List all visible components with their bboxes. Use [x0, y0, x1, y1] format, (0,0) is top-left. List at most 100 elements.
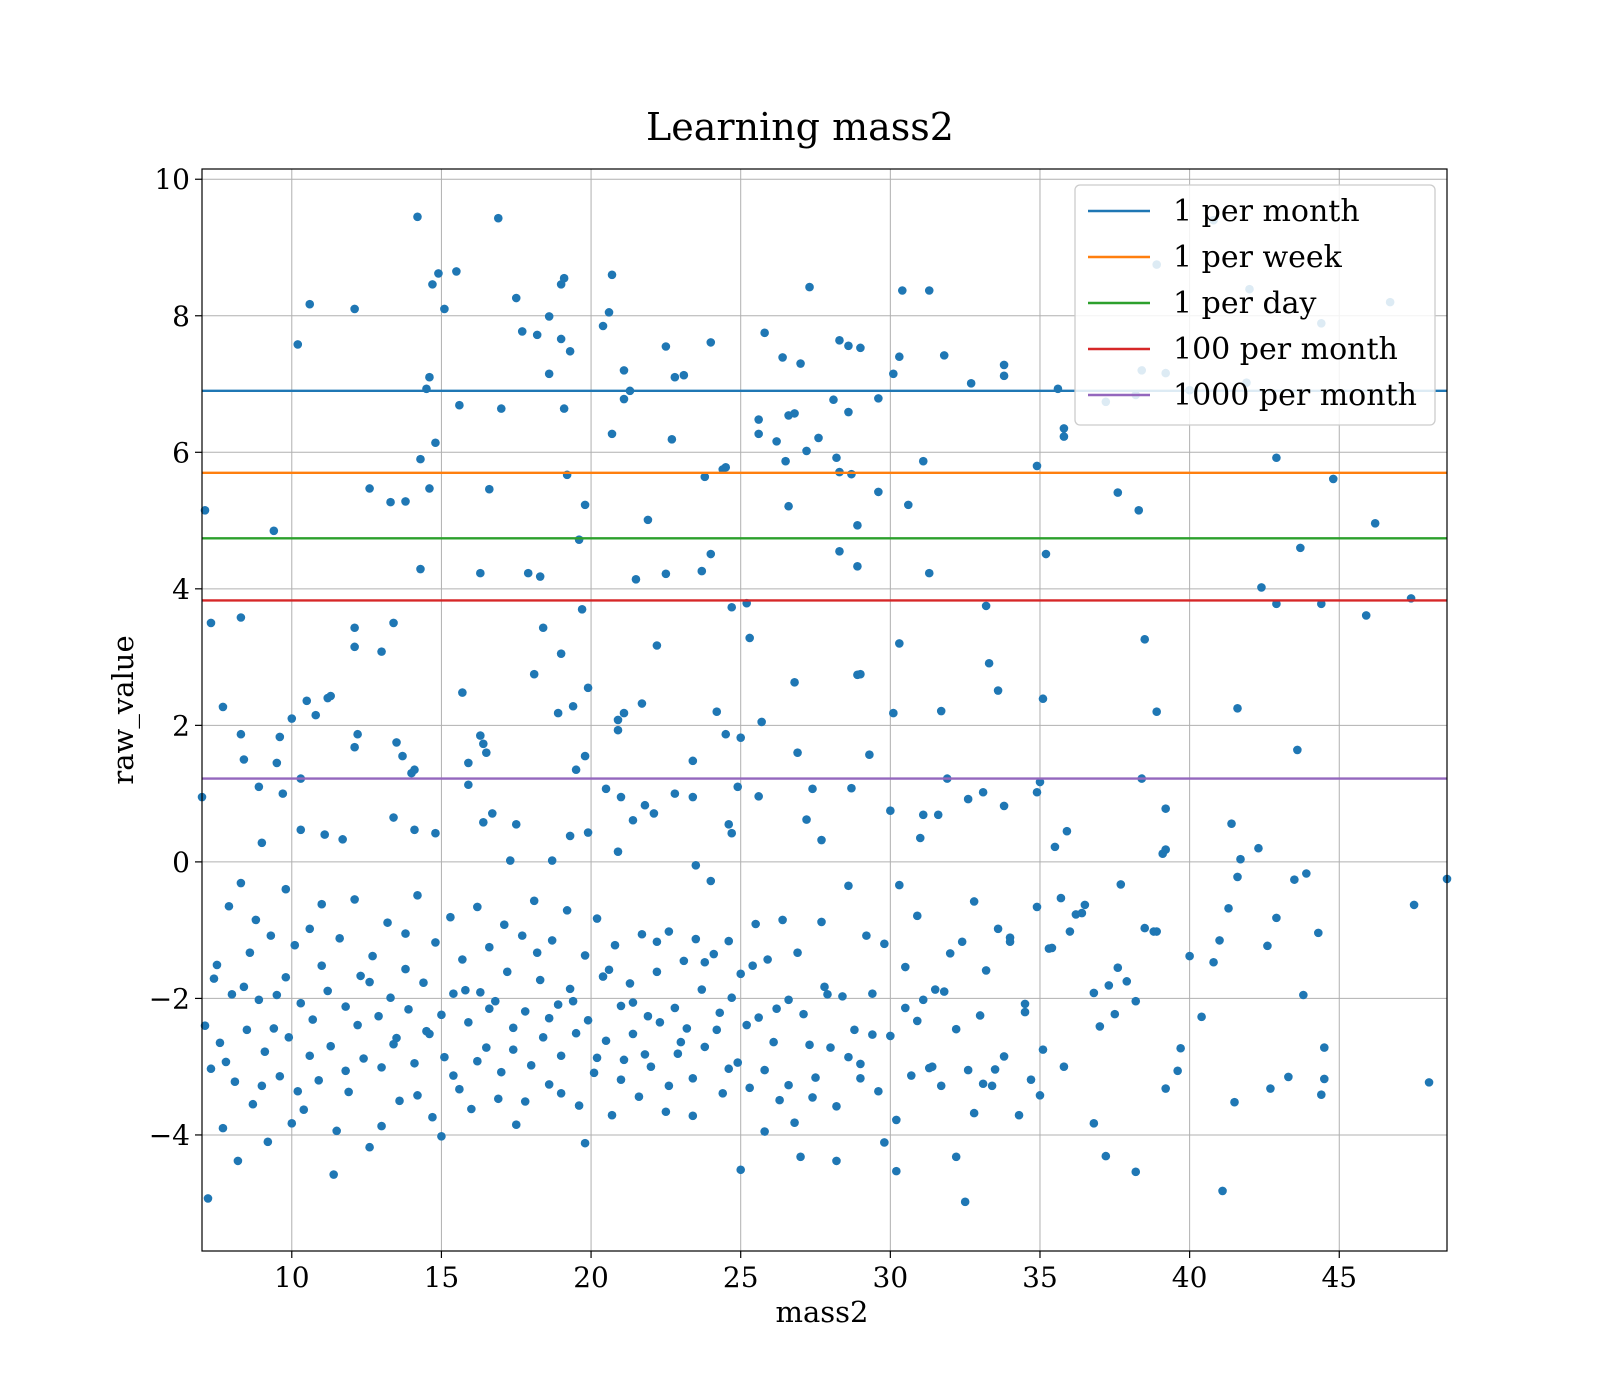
data-point [1032, 787, 1042, 797]
data-point [634, 1092, 644, 1102]
data-point [398, 751, 407, 761]
data-point [607, 429, 617, 439]
grid-lines [202, 169, 1447, 1251]
data-point [715, 1008, 725, 1018]
data-point [918, 456, 928, 466]
data-point [580, 1138, 590, 1148]
data-point [257, 838, 267, 848]
data-point [365, 977, 374, 987]
data-point [865, 750, 874, 760]
data-point [706, 338, 716, 347]
data-point [1059, 1062, 1069, 1071]
data-point [688, 792, 698, 802]
data-point [652, 641, 662, 650]
data-point [520, 1097, 530, 1106]
data-point [218, 702, 228, 712]
data-point [473, 902, 482, 912]
data-point [835, 546, 844, 556]
data-point [428, 1112, 437, 1122]
data-point [1020, 999, 1030, 1009]
data-point [790, 409, 799, 418]
data-point [464, 780, 473, 790]
data-point [254, 995, 264, 1005]
data-point [482, 748, 491, 757]
data-point [856, 1059, 865, 1069]
data-point [975, 1011, 985, 1020]
data-point [374, 1011, 383, 1021]
data-point [748, 961, 757, 970]
data-point [823, 990, 832, 999]
data-point [233, 1156, 243, 1166]
data-point [299, 1105, 309, 1114]
data-point [688, 1111, 698, 1121]
data-point [479, 817, 488, 827]
data-point [784, 501, 793, 511]
data-point [601, 784, 611, 794]
data-point [655, 1018, 665, 1027]
data-point [727, 828, 737, 838]
data-point [724, 820, 734, 829]
data-point [341, 1066, 350, 1076]
data-point [999, 1052, 1009, 1061]
data-point [1059, 424, 1069, 433]
data-point [643, 515, 653, 525]
data-point [682, 1024, 692, 1033]
data-point [458, 688, 467, 697]
data-point [676, 1037, 686, 1047]
x-tick-label: 40 [1172, 1261, 1208, 1294]
data-point [236, 878, 246, 888]
data-point [847, 469, 856, 479]
data-point [461, 985, 470, 995]
data-point [547, 936, 557, 945]
data-point [999, 360, 1009, 370]
data-point [254, 782, 264, 792]
data-point [1152, 707, 1161, 717]
data-point [505, 856, 515, 865]
data-point [640, 1050, 650, 1059]
data-point [903, 500, 913, 510]
data-point [356, 971, 365, 981]
data-point [811, 1073, 820, 1082]
data-point [993, 924, 1003, 934]
data-point [760, 328, 769, 338]
data-point [571, 765, 581, 775]
data-point [754, 1013, 763, 1022]
y-tick-label: −2 [149, 982, 190, 1015]
data-point [377, 1121, 386, 1131]
data-point [969, 897, 979, 906]
data-point [856, 669, 865, 679]
data-point [936, 706, 946, 716]
data-point [808, 784, 817, 794]
data-point [625, 979, 635, 988]
data-point [535, 975, 545, 985]
data-point [473, 1056, 482, 1066]
data-point [670, 789, 680, 798]
data-point [529, 669, 539, 679]
data-point [293, 340, 303, 349]
data-point [613, 847, 623, 856]
data-point [266, 931, 276, 940]
data-point [778, 915, 787, 925]
data-point [918, 995, 928, 1005]
data-point [886, 806, 895, 815]
data-point [305, 924, 315, 934]
data-point [775, 1095, 784, 1105]
data-point [892, 1115, 901, 1125]
data-point [1134, 506, 1144, 515]
legend-box [1074, 184, 1436, 426]
y-tick-label: 10 [154, 163, 190, 196]
data-point [1059, 432, 1069, 441]
data-point [619, 394, 629, 404]
data-point [1140, 923, 1150, 933]
data-point [200, 506, 210, 515]
data-point [631, 574, 641, 584]
data-point [673, 1049, 683, 1059]
data-point [670, 372, 680, 382]
data-point [1302, 869, 1311, 878]
data-point [966, 379, 976, 388]
data-point [1224, 904, 1233, 913]
data-point [697, 985, 707, 994]
data-point [485, 942, 494, 952]
data-point [535, 572, 545, 581]
data-point [1014, 1110, 1024, 1120]
